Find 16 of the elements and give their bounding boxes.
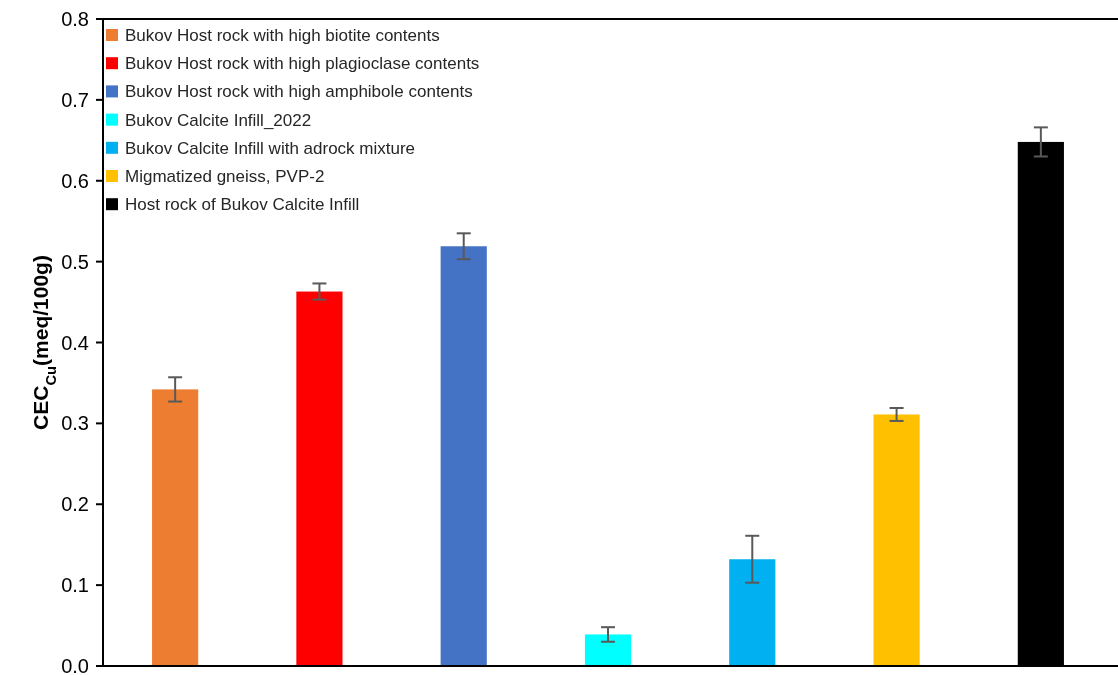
y-tick-label: 0.1: [61, 574, 89, 597]
legend-label: Migmatized gneiss, PVP-2: [125, 166, 325, 186]
legend-label: Bukov Host rock with high biotite contents: [125, 25, 440, 45]
y-tick-label: 0.2: [61, 493, 89, 516]
y-tick-label: 0.5: [61, 250, 89, 273]
y-tick-label: 0.8: [61, 8, 89, 30]
legend-label: Host rock of Bukov Calcite Infill: [125, 195, 360, 215]
legend-label: Bukov Calcite Infill_2022: [125, 110, 312, 130]
y-tick-label: 0.6: [61, 169, 89, 192]
y-tick-label: 0.3: [61, 412, 89, 435]
legend-label: Bukov Calcite Infill with adrock mixture: [125, 138, 416, 158]
legend-label: Bukov Host rock with high plagioclase contents: [125, 54, 480, 74]
legend-label: Bukov Host rock with high amphibole contents: [125, 82, 473, 102]
y-tick-label: 0.4: [61, 331, 89, 354]
y-tick-label: 0.0: [61, 655, 89, 675]
y-tick-label: 0.7: [61, 88, 89, 111]
